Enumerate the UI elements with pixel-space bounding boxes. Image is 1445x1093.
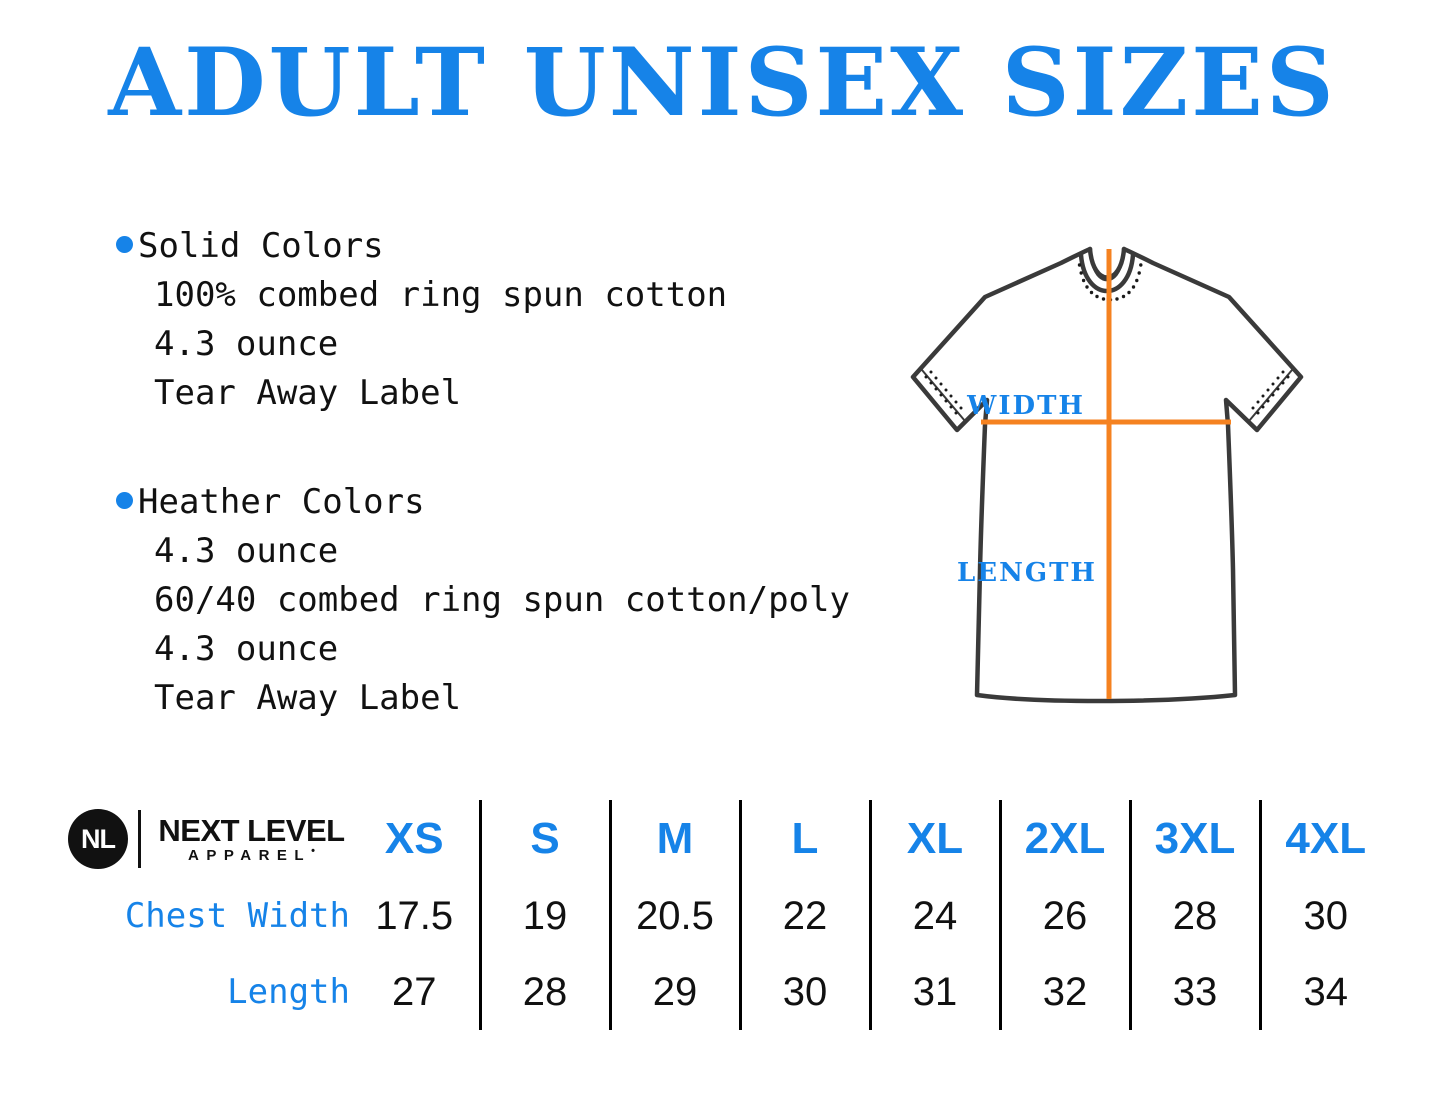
row-label-length: Length <box>227 972 350 1012</box>
size-header-4xl: 4XL <box>1258 800 1390 878</box>
left-cuff-stitch-detail <box>924 370 963 415</box>
cell-length-l: 30 <box>738 954 870 1030</box>
nl-badge-icon: NL <box>68 809 128 869</box>
spec-detail-line: Tear Away Label <box>154 678 462 718</box>
cell-chest-width-2xl: 26 <box>998 878 1130 954</box>
logo-subtitle-text: APPAREL <box>188 847 312 864</box>
size-header-s: S <box>478 800 610 878</box>
right-sleeve-hem <box>1248 369 1293 422</box>
logo-wordmark: NEXT LEVEL APPAREL• <box>153 815 350 863</box>
spec-detail-line: Tear Away Label <box>154 373 462 413</box>
cell-chest-width-xl: 24 <box>868 878 1000 954</box>
size-header-2xl: 2XL <box>998 800 1130 878</box>
left-sleeve-hem <box>921 369 966 422</box>
size-header-3xl: 3XL <box>1128 800 1260 878</box>
cell-length-3xl: 33 <box>1128 954 1260 1030</box>
logo-brand-name: NEXT LEVEL <box>158 813 345 848</box>
spec-heading-row: Solid Colors <box>116 222 916 271</box>
size-chart-table: NL NEXT LEVEL APPAREL• XS S M L XL 2XL 3… <box>60 800 1390 1030</box>
cell-length-xs: 27 <box>392 970 437 1014</box>
cell-chest-width-m: 20.5 <box>608 878 740 954</box>
logo-divider <box>138 810 141 868</box>
cell-chest-width-4xl: 30 <box>1258 878 1390 954</box>
cell-chest-width-3xl: 28 <box>1128 878 1260 954</box>
row-label-chest-width: Chest Width <box>124 896 350 936</box>
cell-chest-width-l: 22 <box>738 878 870 954</box>
right-cuff-stitch-detail <box>1251 370 1290 415</box>
spec-detail-line: 4.3 ounce <box>154 629 339 669</box>
spec-heading-label: Heather Colors <box>138 482 425 522</box>
page-title: ADULT UNISEX SIZES <box>108 28 1337 138</box>
fabric-spec-column: Solid Colors 100% combed ring spun cotto… <box>116 222 916 723</box>
width-label: WIDTH <box>966 391 1085 421</box>
cell-chest-width-s: 19 <box>478 878 610 954</box>
trademark-mark: • <box>311 845 315 857</box>
bullet-dot-icon <box>116 492 133 509</box>
spec-detail-line: 60/40 combed ring spun cotton/poly <box>154 580 850 620</box>
cell-length-4xl: 34 <box>1258 954 1390 1030</box>
cell-chest-width-xs: 17.5 <box>375 894 454 938</box>
tshirt-measurement-diagram: WIDTH LENGTH <box>885 225 1345 710</box>
table-row: Length 27 28 29 30 31 32 33 34 <box>60 954 1390 1030</box>
brand-logo-cell: NL NEXT LEVEL APPAREL• <box>60 800 350 878</box>
table-header-row: NL NEXT LEVEL APPAREL• XS S M L XL 2XL 3… <box>60 800 1390 878</box>
spec-block-solid-colors: Solid Colors 100% combed ring spun cotto… <box>116 222 916 418</box>
spec-heading-row: Heather Colors <box>116 478 916 527</box>
table-row: Chest Width 17.5 19 20.5 22 24 26 28 30 <box>60 878 1390 954</box>
cell-length-s: 28 <box>478 954 610 1030</box>
bullet-dot-icon <box>116 236 133 253</box>
spec-block-heather-colors: Heather Colors 4.3 ounce 60/40 combed ri… <box>116 478 916 723</box>
logo-brand-subtitle: APPAREL• <box>188 845 315 864</box>
length-label: LENGTH <box>957 558 1097 588</box>
size-header-xs: XS <box>384 814 444 863</box>
cell-length-2xl: 32 <box>998 954 1130 1030</box>
spec-heading-label: Solid Colors <box>138 226 384 266</box>
spec-detail-line: 4.3 ounce <box>154 531 339 571</box>
size-header-xl: XL <box>868 800 1000 878</box>
cell-length-m: 29 <box>608 954 740 1030</box>
size-header-l: L <box>738 800 870 878</box>
next-level-apparel-logo: NL NEXT LEVEL APPAREL• <box>60 800 350 878</box>
spec-detail-line: 100% combed ring spun cotton <box>154 275 728 315</box>
size-header-m: M <box>608 800 740 878</box>
cell-length-xl: 31 <box>868 954 1000 1030</box>
collar-stitch-detail <box>1077 263 1143 302</box>
spec-detail-line: 4.3 ounce <box>154 324 339 364</box>
